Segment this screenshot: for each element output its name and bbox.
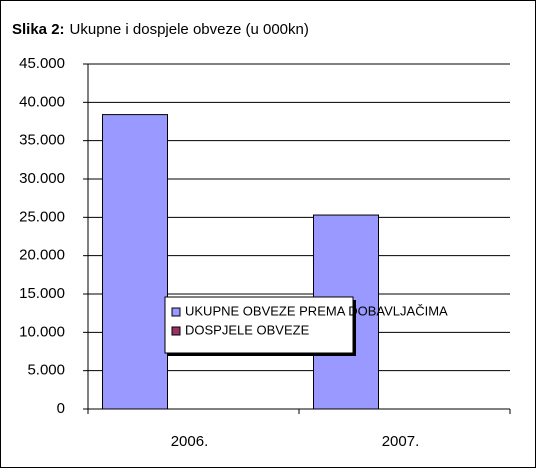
y-tick-label: 20.000 — [19, 247, 65, 264]
y-tick-label: 45.000 — [19, 55, 65, 72]
y-tick-label: 35.000 — [19, 132, 65, 149]
y-tick-label: 40.000 — [19, 93, 65, 110]
y-tick-label: 0 — [57, 400, 65, 417]
y-tick-label: 15.000 — [19, 285, 65, 302]
y-tick-label: 30.000 — [19, 170, 65, 187]
y-tick-label: 25.000 — [19, 208, 65, 225]
legend-label: UKUPNE OBVEZE PREMA DOBAVLJAČIMA — [185, 303, 448, 318]
x-tick-label: 2007. — [382, 433, 420, 450]
title-text: Ukupne i dospjele obveze (u 000kn) — [70, 21, 309, 38]
legend-label: DOSPJELE OBVEZE — [185, 322, 310, 337]
x-tick-label: 2006. — [171, 433, 209, 450]
title-label: Slika 2: — [12, 21, 65, 38]
legend-swatch — [171, 326, 181, 336]
chart-title: Slika 2: Ukupne i dospjele obveze (u 000k… — [12, 21, 309, 38]
y-tick-label: 5.000 — [27, 362, 65, 379]
legend — [164, 296, 354, 354]
y-tick-label: 10.000 — [19, 323, 65, 340]
bar — [102, 114, 168, 410]
legend-swatch — [171, 307, 181, 317]
